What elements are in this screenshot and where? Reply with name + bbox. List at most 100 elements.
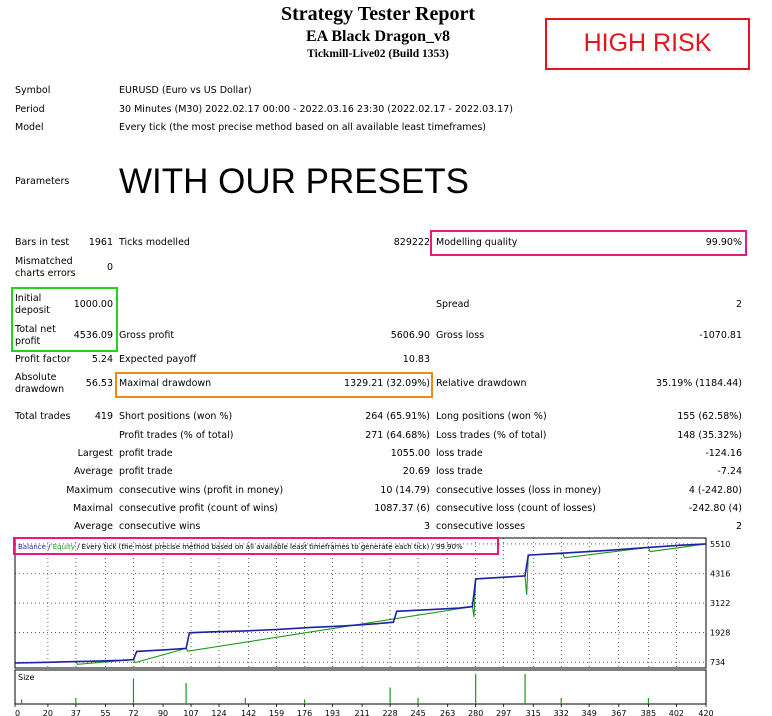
size-spikes: [20, 674, 650, 704]
bars-value: 1961: [88, 237, 113, 248]
x-tick-label: 349: [582, 709, 597, 716]
x-tick-label: 20: [43, 709, 53, 716]
maxl-cl-label: consecutive loss (count of losses): [436, 503, 596, 514]
average-lt-value: -7.24: [717, 466, 742, 477]
largest-label: Largest: [77, 448, 113, 459]
max-cw-label: consecutive wins (profit in money): [119, 485, 284, 496]
modelling-quality-highlight: [430, 230, 747, 256]
legend-balance: Balance: [18, 543, 46, 551]
maxdd-value: 1329.21 (32.09%): [344, 378, 430, 389]
legend-highlight: [13, 537, 499, 555]
reldd-label: Relative drawdown: [436, 378, 527, 389]
pt-label: Profit trades (% of total): [119, 430, 234, 441]
bars-label: Bars in test: [15, 237, 70, 248]
x-tick-label: 142: [241, 709, 256, 716]
x-tick-label: 402: [669, 709, 684, 716]
presets-banner: WITH OUR PRESETS: [119, 162, 470, 201]
spread-label: Spread: [436, 299, 470, 310]
y-tick-label: 1928: [710, 629, 730, 638]
grossprofit-label: Gross profit: [119, 330, 175, 341]
x-tick-label: 245: [410, 709, 425, 716]
max-cl-value: 4 (-242.80): [688, 485, 742, 496]
absdd-label-2: drawdown: [15, 384, 65, 395]
largest-pt-value: 1055.00: [390, 448, 430, 459]
x-tick-label: 420: [698, 709, 713, 716]
avg-cl-label: consecutive losses: [436, 521, 526, 532]
legend-separator: /: [46, 543, 53, 551]
quality-value: 99.90%: [705, 237, 742, 248]
x-tick-label: 385: [641, 709, 656, 716]
grossprofit-value: 5606.90: [390, 330, 430, 341]
ticks-value: 829222: [393, 237, 430, 248]
quality-label: Modelling quality: [436, 237, 518, 248]
x-tick-label: 37: [71, 709, 81, 716]
maxl-cl-value: -242.80 (4): [688, 503, 742, 514]
parameters-label: Parameters: [15, 176, 70, 187]
avg-cl-value: 2: [735, 521, 742, 532]
maximal-drawdown-highlight: [115, 372, 433, 398]
max-cl-label: consecutive losses (loss in money): [436, 485, 602, 496]
x-tick-label: 315: [526, 709, 541, 716]
long-value: 155 (62.58%): [677, 411, 742, 422]
high-risk-text: HIGH RISK: [583, 29, 712, 57]
report-title: Strategy Tester Report: [280, 3, 476, 25]
average2-label: Average: [73, 521, 113, 532]
maximum-label: Maximum: [66, 485, 113, 496]
model-label: Model: [15, 122, 44, 133]
x-tick-label: 367: [611, 709, 626, 716]
payoff-label: Expected payoff: [119, 354, 197, 365]
absdd-label-1: Absolute: [15, 372, 57, 383]
x-tick-label: 124: [211, 709, 226, 716]
x-tick-label: 263: [440, 709, 455, 716]
largest-lt-value: -124.16: [705, 448, 742, 459]
y-tick-label: 734: [710, 658, 725, 667]
y-tick-label: 3122: [710, 599, 730, 608]
avg-cw-value: 3: [423, 521, 430, 532]
reldd-value: 35.19% (1184.44): [656, 378, 742, 389]
x-tick-label: 55: [100, 709, 110, 716]
server-build: Tickmill-Live02 (Build 1353): [307, 48, 449, 60]
netprofit-label-2: profit: [15, 336, 41, 347]
x-tick-label: 228: [382, 709, 397, 716]
trades-label: Total trades: [15, 411, 71, 422]
mismatch-value: 0: [106, 262, 113, 273]
mismatch-label-2: charts errors: [15, 268, 76, 279]
lt-label: Loss trades (% of total): [436, 430, 547, 441]
x-tick-label: 280: [468, 709, 483, 716]
grossloss-value: -1070.81: [699, 330, 742, 341]
chart-legend: Balance / Equity / Every tick (the most …: [18, 543, 463, 551]
symbol-value: EURUSD (Euro vs US Dollar): [119, 85, 252, 96]
y-tick-label: 4316: [710, 570, 730, 579]
x-tick-label: 72: [128, 709, 138, 716]
x-tick-label: 176: [297, 709, 312, 716]
size-label: Size: [18, 673, 35, 682]
x-tick-label: 107: [183, 709, 198, 716]
size-plot-frame: [14, 669, 707, 705]
y-tick-labels: 5510 4316 3122 1928 734: [710, 540, 730, 667]
payoff-value: 10.83: [402, 354, 430, 365]
ticks-label: Ticks modelled: [119, 237, 190, 248]
average-pt-value: 20.69: [402, 466, 430, 477]
max-cw-value: 10 (14.79): [380, 485, 430, 496]
maxl-cp-value: 1087.37 (6): [374, 503, 430, 514]
x-tick-label: 332: [554, 709, 569, 716]
short-value: 264 (65.91%): [365, 411, 430, 422]
x-tick-label: 193: [325, 709, 340, 716]
largest-pt-label: profit trade: [119, 448, 173, 459]
period-value: 30 Minutes (M30) 2022.02.17 00:00 - 2022…: [119, 104, 513, 115]
trades-value: 419: [94, 411, 113, 422]
x-tick-label: 211: [355, 709, 370, 716]
ea-name: EA Black Dragon_v8: [305, 28, 450, 45]
maximal-label: Maximal: [73, 503, 113, 514]
deposit-profit-highlight: [11, 287, 118, 352]
balance-equity-chart: 5510 4316 3122 1928 734 0 20 37 55 72 90 107 124 142…: [14, 537, 730, 716]
grossloss-label: Gross loss: [436, 330, 485, 341]
netprofit-value: 4536.09: [73, 330, 113, 341]
maxl-cp-label: consecutive profit (count of wins): [119, 503, 279, 514]
x-tick-label: 90: [158, 709, 168, 716]
legend-equity: Equity: [53, 543, 75, 551]
chart-grid: [14, 538, 707, 707]
chart-series: [14, 543, 707, 665]
model-value: Every tick (the most precise method base…: [119, 122, 487, 133]
pf-label: Profit factor: [15, 354, 71, 365]
